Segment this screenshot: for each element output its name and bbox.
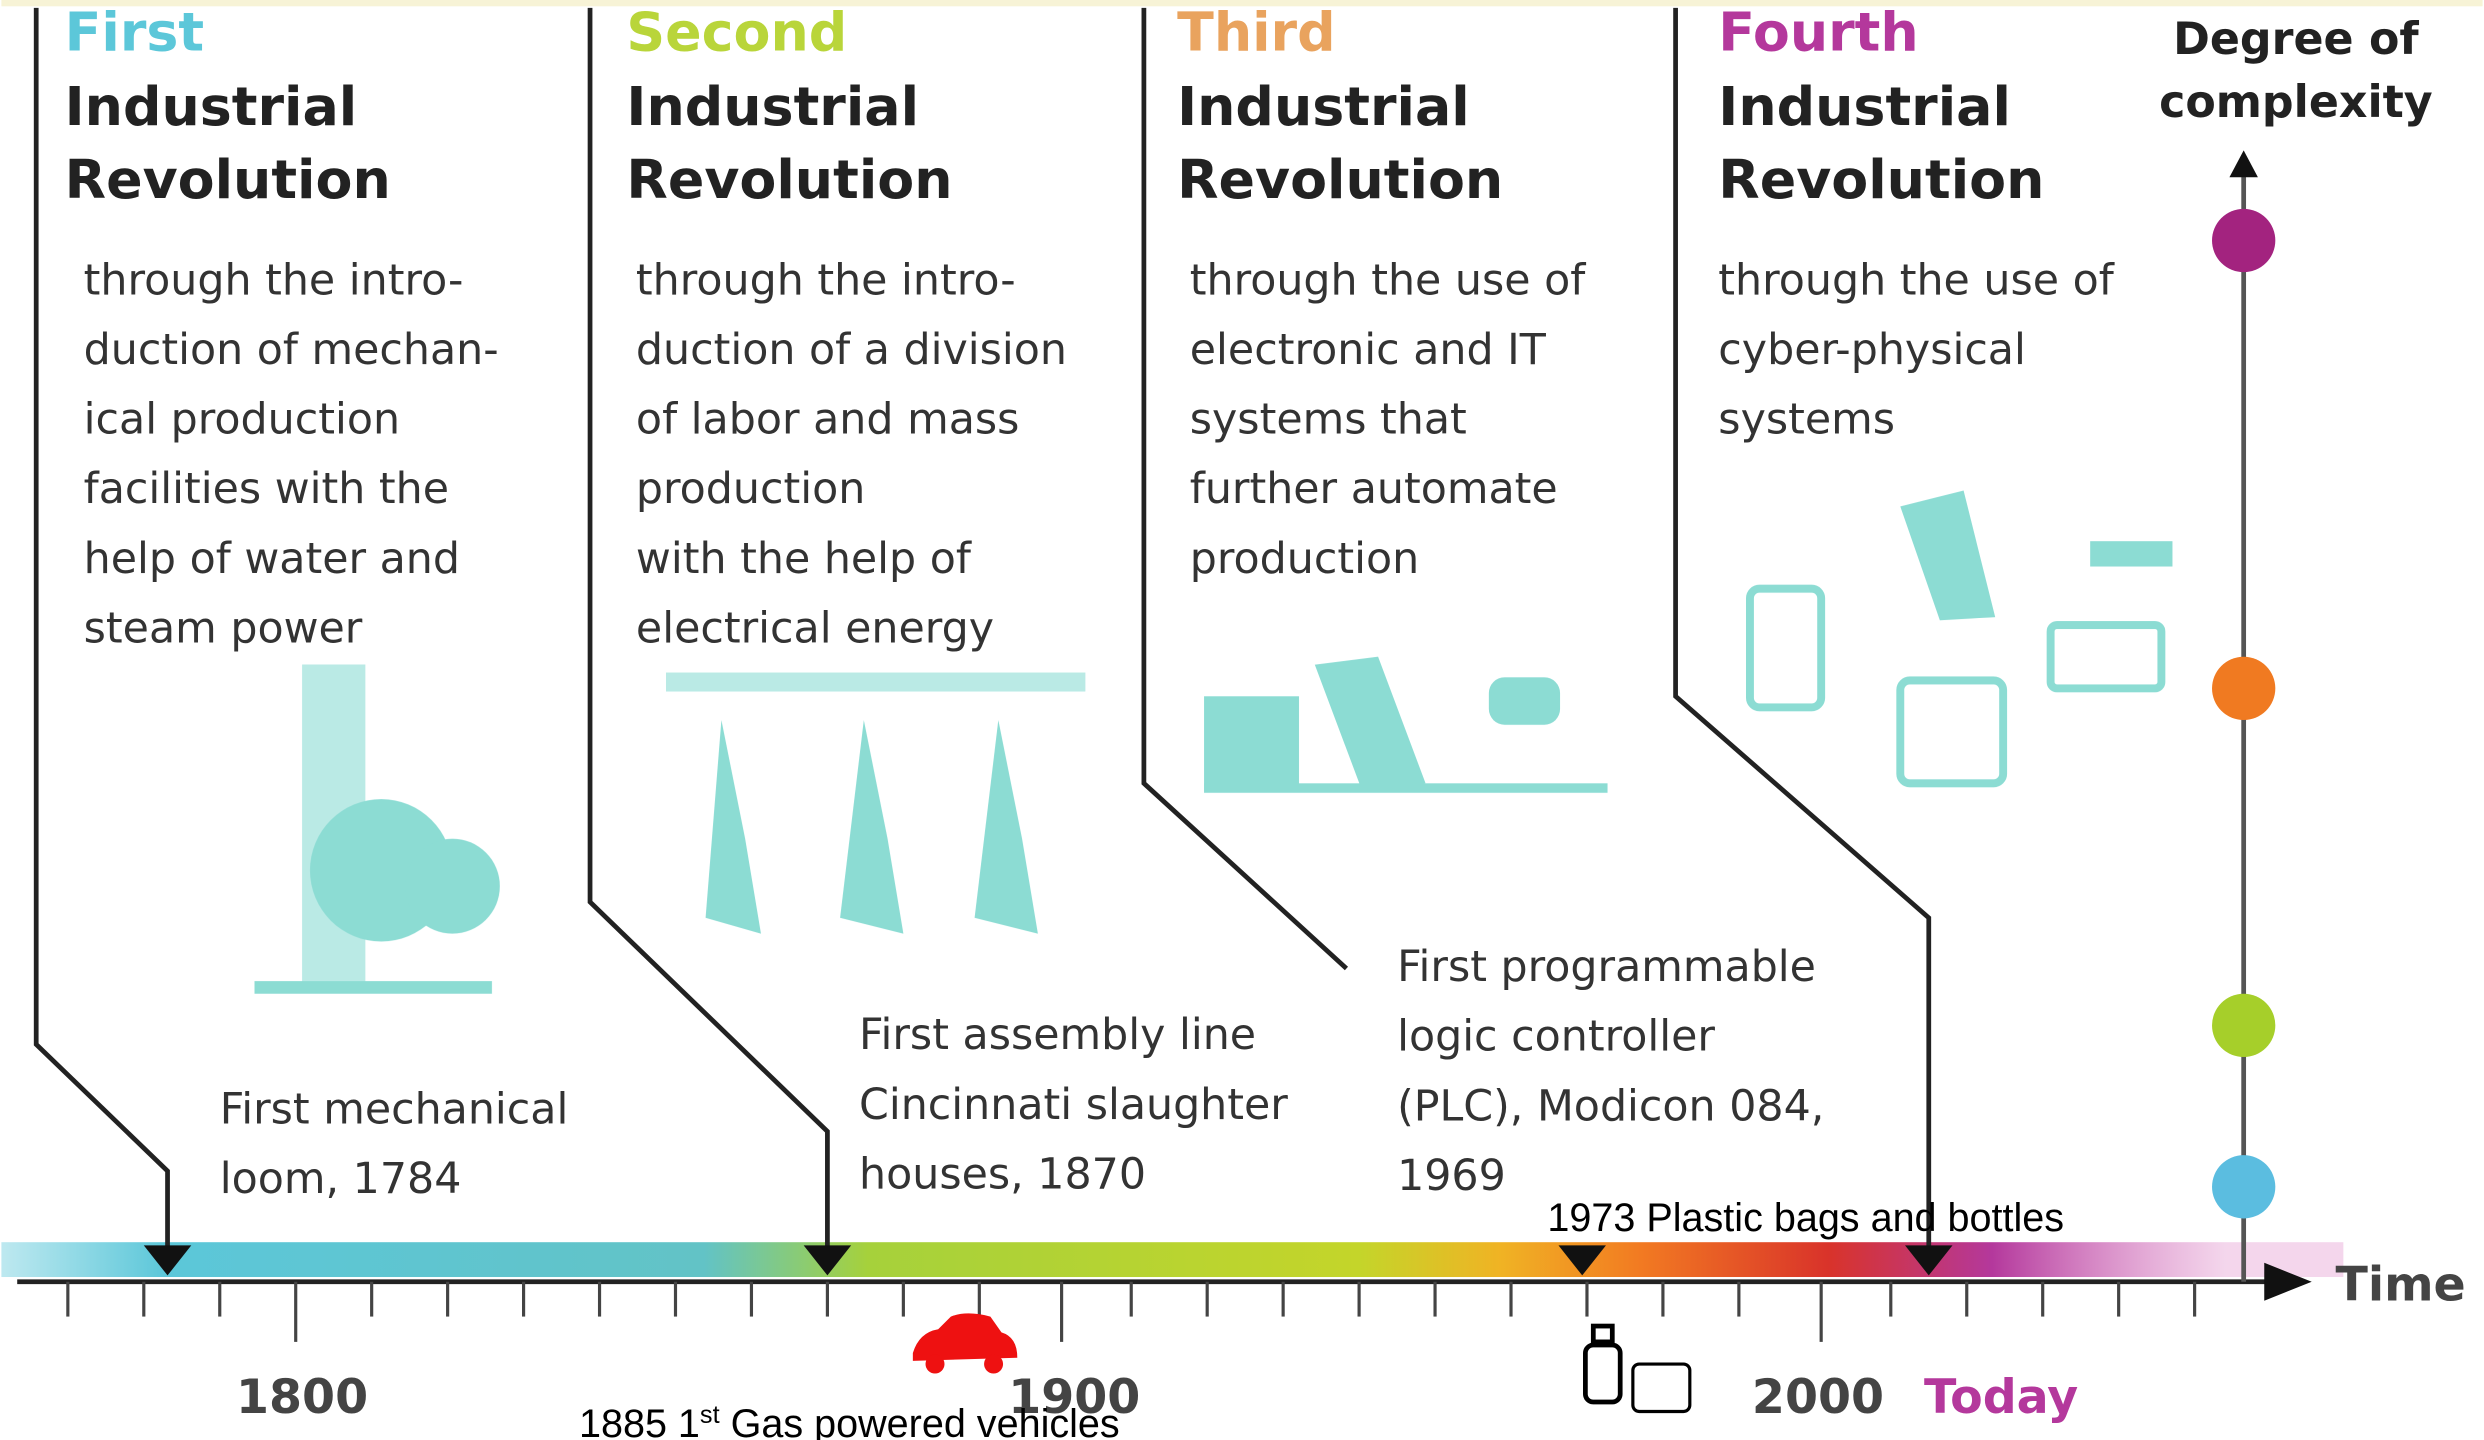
ordinal: Third <box>1177 1 1335 64</box>
title: Revolution <box>65 148 391 211</box>
description: of labor and mass <box>636 395 1019 445</box>
title: Industrial <box>626 75 919 138</box>
event: First assembly line <box>859 1010 1256 1060</box>
event: (PLC), Modicon 084, <box>1397 1081 1824 1131</box>
description: steam power <box>84 603 363 653</box>
bottle-bag-icon <box>1583 1323 1692 1414</box>
description: through the use of <box>1190 255 1586 305</box>
event: houses, 1870 <box>859 1149 1146 1199</box>
markers <box>143 1245 1953 1276</box>
axis-arrow <box>2264 1262 2312 1301</box>
title: Revolution <box>626 148 952 211</box>
event: Cincinnati slaughter <box>859 1080 1288 1130</box>
y-axis-label: complexity <box>2159 77 2433 128</box>
top-strip <box>1 0 2483 7</box>
title: Revolution <box>1177 148 1503 211</box>
description: through the intro- <box>84 255 464 305</box>
event: loom, 1784 <box>220 1154 462 1204</box>
description: systems that <box>1190 395 1467 445</box>
y-axis-label: Degree of <box>2173 14 2419 65</box>
annotation: 1885 1st Gas powered vehicles <box>579 1401 1120 1440</box>
ordinal: First <box>65 1 204 64</box>
car-icon <box>912 1313 1018 1374</box>
axis-arrow <box>2229 150 2258 178</box>
description: facilities with the <box>84 464 449 514</box>
description: electrical energy <box>636 603 994 653</box>
description: help of water and <box>84 534 460 584</box>
description: systems <box>1718 395 1895 445</box>
annotation-part: st <box>700 1401 720 1429</box>
title: Industrial <box>65 75 358 138</box>
axis-ticks <box>66 1281 2197 1342</box>
description: duction of mechan- <box>84 325 499 375</box>
tick-label: 1800 <box>236 1370 368 1425</box>
description: production <box>1190 534 1419 584</box>
ordinal: Fourth <box>1718 1 1918 64</box>
description: further automate <box>1190 464 1558 514</box>
event: First programmable <box>1397 942 1816 992</box>
description: duction of a division <box>636 325 1067 375</box>
description: through the use of <box>1718 255 2114 305</box>
description: ical production <box>84 395 400 445</box>
annotation: 1973 Plastic bags and bottles <box>1547 1196 2064 1240</box>
title: Industrial <box>1177 75 1470 138</box>
tick-label: 2000 <box>1752 1370 1884 1425</box>
description: electronic and IT <box>1190 325 1547 375</box>
divider <box>1141 7 1349 971</box>
ordinal: Second <box>626 1 847 64</box>
x-axis-label: Time <box>2335 1258 2465 1313</box>
dot <box>2212 1155 2276 1219</box>
description: cyber-physical <box>1718 325 2026 375</box>
description: with the help of <box>636 534 972 584</box>
timeline-band <box>1 1242 2344 1278</box>
divider <box>33 7 170 1251</box>
title: Revolution <box>1718 148 2044 211</box>
dot <box>2212 208 2276 273</box>
dot <box>2212 656 2276 720</box>
annotation-part: 1885 1 <box>579 1402 700 1440</box>
event: First mechanical <box>220 1085 569 1135</box>
divider <box>587 7 830 1251</box>
tick-label: Today <box>1924 1370 2078 1425</box>
tick-label: 1900 <box>1008 1370 1140 1425</box>
dot <box>2212 993 2276 1058</box>
divider <box>1673 7 1932 1251</box>
annotation-part: Gas powered vehicles <box>720 1402 1120 1440</box>
event: logic controller <box>1397 1012 1715 1062</box>
event: 1969 <box>1397 1151 1506 1201</box>
description: production <box>636 464 865 514</box>
description: through the intro- <box>636 255 1016 305</box>
illustrations <box>254 490 2173 994</box>
title: Industrial <box>1718 75 2011 138</box>
